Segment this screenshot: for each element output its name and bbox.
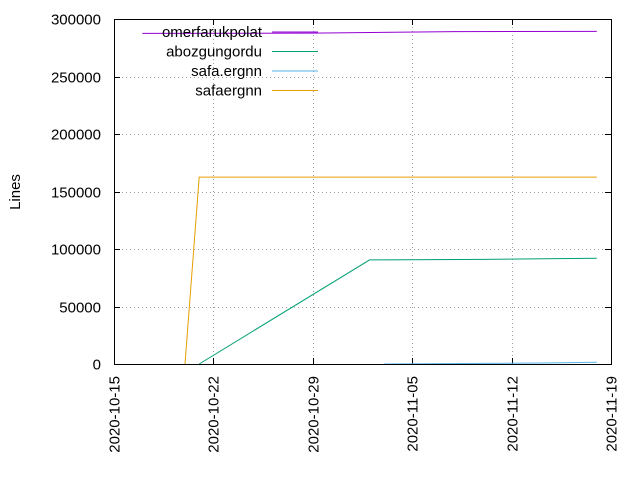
legend-label: omerfarukpolat [162,24,263,41]
legend: omerfarukpolat abozgungordu safa.ergnn safa… [162,24,318,100]
x-tick-label: 2020-11-12 [505,376,522,452]
series-line-safa.ergnn [383,361,597,365]
y-tick-label: 0 [93,357,101,374]
y-tick-label: 100000 [51,242,101,259]
x-tick-label: 2020-11-05 [405,376,422,452]
plot-series [142,30,597,365]
x-tick-label: 2020-10-22 [206,376,223,453]
x-tick-label: 2020-10-29 [306,376,323,453]
y-tick-label: 50000 [59,300,101,317]
legend-label: safa.ergnn [191,63,262,80]
gridlines [114,19,611,364]
series-line-safaergnn [184,176,597,365]
y-axis: 0 50000 100000 150000 200000 250000 300000 [51,12,611,374]
y-tick-label: 150000 [51,185,101,202]
legend-label: abozgungordu [166,44,262,61]
y-tick-label: 200000 [51,127,101,144]
plot-frame [114,19,612,365]
x-tick-label: 2020-11-19 [604,376,621,452]
y-tick-label: 300000 [51,12,101,29]
series-line-omerfarukpolat [142,30,597,34]
x-tick-label: 2020-10-15 [107,376,124,453]
y-tick-label: 250000 [51,70,101,87]
x-axis: 2020-10-15 2020-10-22 2020-10-29 2020-11-05… [107,19,621,453]
legend-label: safaergnn [195,83,262,100]
series-line-abozgungordu [198,257,597,365]
y-axis-label: Lines [7,174,24,210]
